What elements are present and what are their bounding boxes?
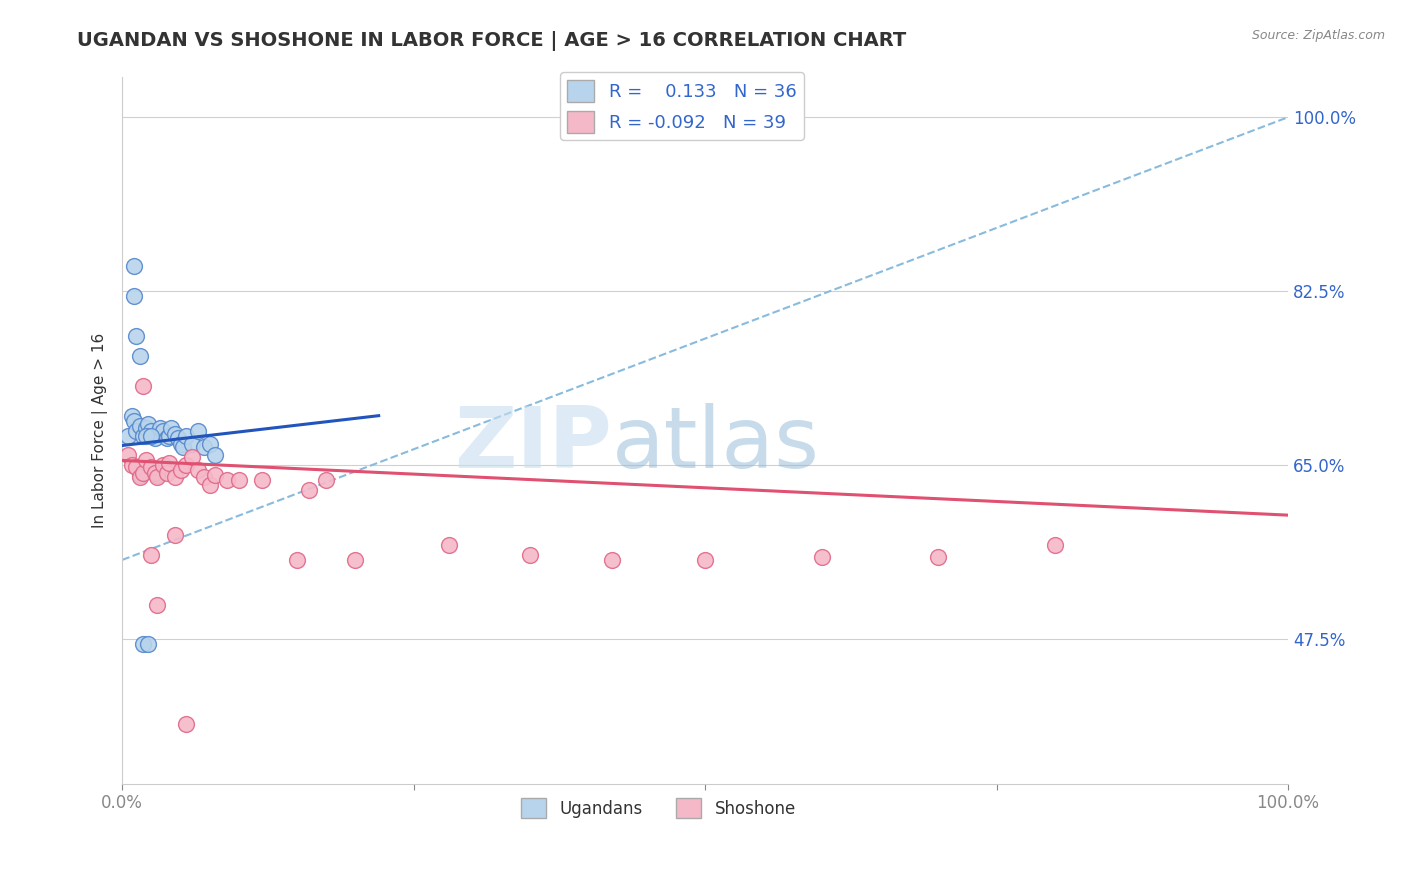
Point xyxy=(121,458,143,473)
Point xyxy=(193,441,215,455)
Point xyxy=(117,449,139,463)
Point xyxy=(141,460,163,475)
Point xyxy=(176,717,198,731)
Point xyxy=(169,463,191,477)
Point xyxy=(163,470,186,484)
Point xyxy=(146,426,169,441)
Point xyxy=(136,637,159,651)
Point xyxy=(437,538,460,552)
Point xyxy=(155,467,177,481)
Point xyxy=(152,458,174,473)
Point xyxy=(163,528,186,542)
Text: UGANDAN VS SHOSHONE IN LABOR FORCE | AGE > 16 CORRELATION CHART: UGANDAN VS SHOSHONE IN LABOR FORCE | AGE… xyxy=(77,31,907,51)
Point xyxy=(141,428,163,442)
Point xyxy=(163,426,186,441)
Point xyxy=(128,349,150,363)
Point xyxy=(204,449,226,463)
Point xyxy=(141,548,163,562)
Point xyxy=(132,379,155,393)
Point xyxy=(285,553,308,567)
Point xyxy=(128,418,150,433)
Point xyxy=(125,329,148,343)
Point xyxy=(1043,538,1066,552)
Point xyxy=(198,436,221,450)
Point xyxy=(193,470,215,484)
Point xyxy=(125,424,148,438)
Point xyxy=(217,473,239,487)
Point xyxy=(146,470,169,484)
Text: ZIP: ZIP xyxy=(454,403,612,486)
Point xyxy=(204,468,226,483)
Point xyxy=(122,289,145,303)
Point xyxy=(181,450,204,465)
Point xyxy=(132,467,155,481)
Point xyxy=(128,468,150,483)
Point xyxy=(519,548,541,562)
Point xyxy=(810,549,832,564)
Point xyxy=(122,260,145,274)
Point xyxy=(160,420,183,434)
Point xyxy=(176,458,198,473)
Text: Source: ZipAtlas.com: Source: ZipAtlas.com xyxy=(1251,29,1385,42)
Point xyxy=(146,598,169,612)
Point xyxy=(157,457,180,471)
Point xyxy=(136,417,159,431)
Point xyxy=(157,428,180,442)
Point xyxy=(121,409,143,423)
Point xyxy=(250,473,273,487)
Point xyxy=(132,428,155,442)
Point xyxy=(693,553,716,567)
Point xyxy=(143,467,166,481)
Point xyxy=(152,424,174,438)
Point xyxy=(135,420,157,434)
Point xyxy=(148,420,170,434)
Point xyxy=(176,428,198,442)
Point xyxy=(344,553,367,567)
Point xyxy=(122,414,145,428)
Point xyxy=(155,431,177,445)
Point xyxy=(228,473,250,487)
Point xyxy=(128,470,150,484)
Point xyxy=(146,468,169,483)
Point xyxy=(169,436,191,450)
Point xyxy=(315,473,337,487)
Point xyxy=(135,428,157,442)
Legend: Ugandans, Shoshone: Ugandans, Shoshone xyxy=(515,791,803,825)
Point xyxy=(125,460,148,475)
Point xyxy=(927,549,949,564)
Point xyxy=(172,441,194,455)
Point xyxy=(135,453,157,467)
Point xyxy=(298,483,321,498)
Point xyxy=(187,424,209,438)
Point xyxy=(141,424,163,438)
Point xyxy=(600,553,623,567)
Point xyxy=(187,463,209,477)
Text: atlas: atlas xyxy=(612,403,820,486)
Point xyxy=(198,478,221,492)
Point xyxy=(143,431,166,445)
Point xyxy=(181,436,204,450)
Y-axis label: In Labor Force | Age > 16: In Labor Force | Age > 16 xyxy=(93,333,108,528)
Point xyxy=(117,428,139,442)
Point xyxy=(132,637,155,651)
Point xyxy=(167,431,190,445)
